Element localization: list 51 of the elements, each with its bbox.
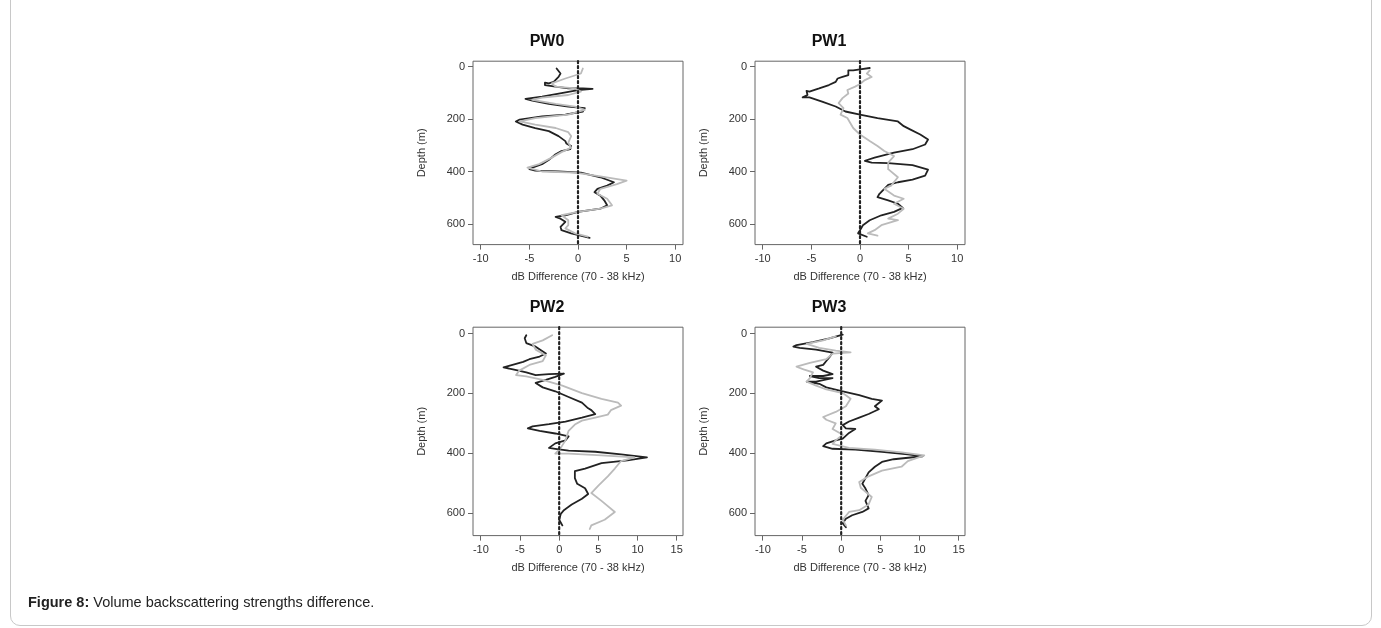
x-tick-label: 0 (556, 543, 563, 556)
caption: Figure 8: Volume backscattering strengths difference. (28, 594, 375, 610)
y-axis-title: Depth (m) (414, 128, 427, 178)
y-axis-title: Depth (m) (696, 128, 709, 178)
x-tick-label: 0 (856, 252, 864, 265)
y-tick-label: 400 (728, 446, 747, 459)
x-tick-label: -5 (524, 252, 535, 265)
y-tick-label: 200 (446, 386, 465, 399)
chart-title: PW2 (529, 298, 565, 316)
x-tick-label: 0 (574, 252, 582, 265)
x-tick-label: 10 (913, 543, 926, 556)
y-tick-label: 400 (728, 164, 747, 177)
y-tick-label: 600 (728, 217, 747, 230)
x-tick-label: -10 (754, 543, 771, 556)
x-tick-label: -10 (754, 252, 771, 265)
x-tick-label: 5 (623, 252, 630, 265)
y-axis-title: Depth (m) (696, 406, 709, 456)
x-tick-label: -5 (797, 543, 807, 556)
chart-title: PW1 (811, 32, 847, 50)
x-tick-label: -10 (472, 543, 489, 556)
y-tick-label: 600 (446, 217, 465, 230)
x-axis-title: dB Difference (70 - 38 kHz) (793, 561, 927, 574)
y-tick-label: 0 (458, 326, 465, 339)
chart-title: PW0 (529, 32, 565, 50)
y-tick-label: 0 (740, 326, 747, 339)
y-tick-label: 0 (740, 60, 747, 72)
y-axis-title: Depth (m) (414, 406, 427, 456)
x-tick-label: 15 (952, 543, 965, 556)
y-tick-label: 200 (728, 386, 747, 399)
x-tick-label: -5 (515, 543, 525, 556)
x-tick-label: -10 (472, 252, 489, 265)
y-tick-label: 200 (446, 112, 465, 125)
x-tick-label: 5 (877, 543, 884, 556)
x-tick-label: 10 (951, 252, 964, 265)
x-axis-title: dB Difference (70 - 38 kHz) (793, 270, 927, 283)
x-tick-label: 0 (838, 543, 845, 556)
y-tick-label: 600 (728, 506, 747, 519)
x-tick-label: -5 (806, 252, 817, 265)
y-tick-label: 400 (446, 164, 465, 177)
y-tick-label: 400 (446, 446, 465, 459)
x-axis-title: dB Difference (70 - 38 kHz) (511, 270, 645, 283)
x-axis-title: dB Difference (70 - 38 kHz) (511, 561, 645, 574)
y-tick-label: 0 (458, 60, 465, 72)
y-tick-label: 600 (446, 506, 465, 519)
x-tick-label: 15 (670, 543, 683, 556)
x-tick-label: 5 (905, 252, 912, 265)
x-tick-label: 10 (669, 252, 682, 265)
x-tick-label: 10 (631, 543, 644, 556)
x-tick-label: 5 (595, 543, 602, 556)
chart-title: PW3 (811, 298, 847, 316)
y-tick-label: 200 (728, 112, 747, 125)
